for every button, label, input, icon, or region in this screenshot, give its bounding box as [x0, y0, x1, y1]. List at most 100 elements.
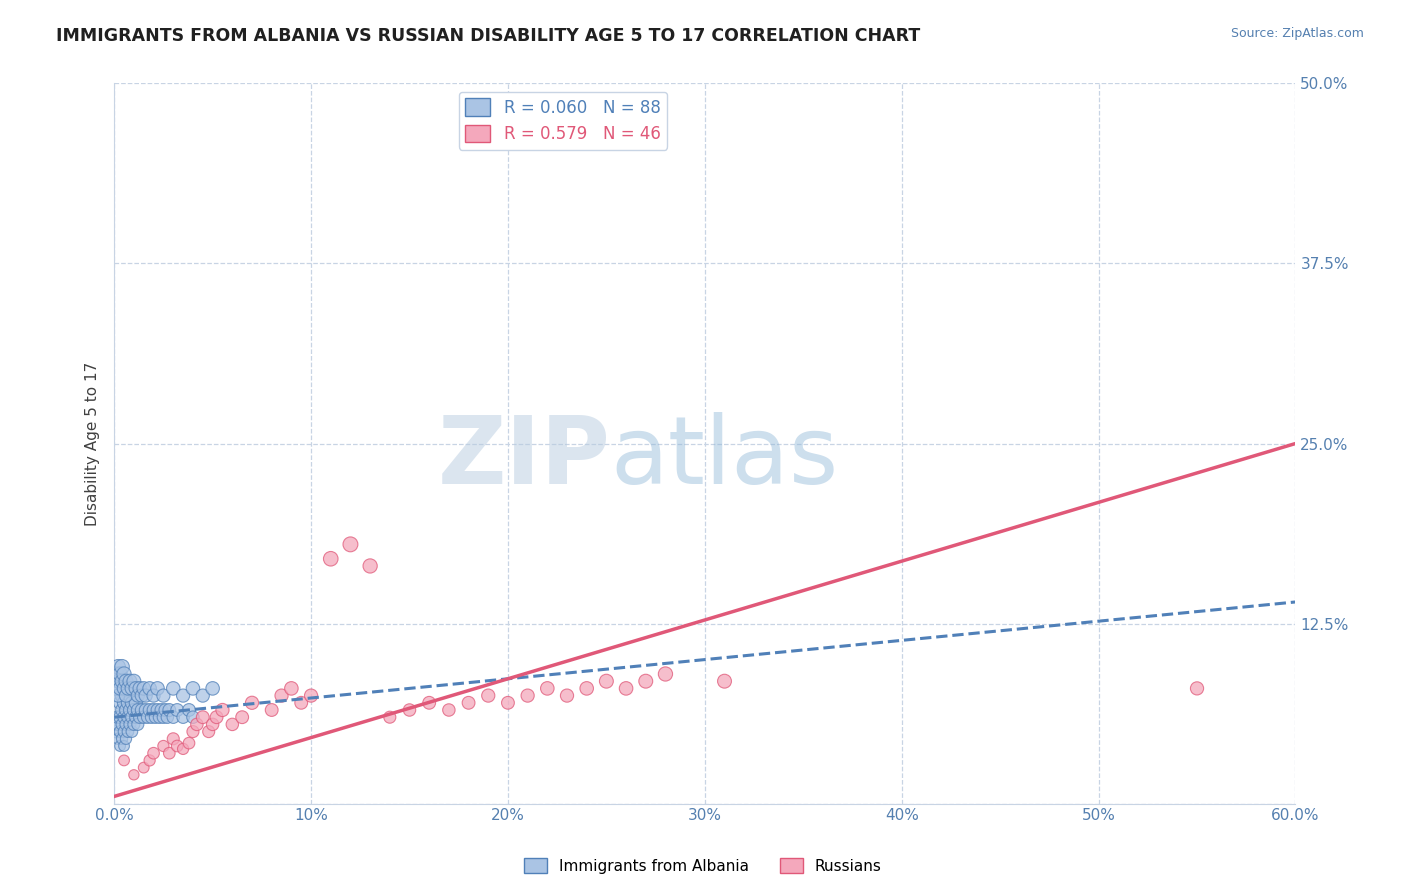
Point — [634, 674, 657, 689]
Point — [197, 724, 219, 739]
Point — [181, 724, 204, 739]
Point — [132, 710, 155, 724]
Point — [299, 689, 322, 703]
Point — [112, 724, 135, 739]
Point — [270, 689, 292, 703]
Point — [121, 710, 143, 724]
Point — [138, 703, 160, 717]
Point — [118, 689, 141, 703]
Point — [260, 703, 283, 717]
Point — [105, 724, 128, 739]
Legend: R = 0.060   N = 88, R = 0.579   N = 46: R = 0.060 N = 88, R = 0.579 N = 46 — [458, 92, 668, 150]
Point — [496, 696, 519, 710]
Point — [152, 710, 174, 724]
Point — [117, 696, 139, 710]
Point — [135, 689, 157, 703]
Point — [128, 681, 150, 696]
Point — [121, 724, 143, 739]
Point — [152, 689, 174, 703]
Point — [211, 703, 233, 717]
Y-axis label: Disability Age 5 to 17: Disability Age 5 to 17 — [86, 361, 100, 525]
Point — [118, 674, 141, 689]
Point — [280, 681, 302, 696]
Point — [127, 689, 149, 703]
Point — [112, 753, 135, 767]
Point — [146, 681, 169, 696]
Point — [125, 710, 148, 724]
Point — [162, 731, 184, 746]
Point — [132, 681, 155, 696]
Point — [162, 710, 184, 724]
Point — [172, 710, 194, 724]
Point — [117, 724, 139, 739]
Point — [654, 667, 676, 681]
Point — [107, 689, 129, 703]
Point — [111, 717, 134, 731]
Point — [146, 703, 169, 717]
Point — [162, 681, 184, 696]
Point — [166, 739, 188, 753]
Point — [122, 717, 145, 731]
Point — [614, 681, 637, 696]
Point — [107, 731, 129, 746]
Point — [122, 703, 145, 717]
Point — [118, 717, 141, 731]
Legend: Immigrants from Albania, Russians: Immigrants from Albania, Russians — [517, 852, 889, 880]
Point — [105, 681, 128, 696]
Point — [201, 717, 224, 731]
Point — [418, 696, 440, 710]
Point — [138, 681, 160, 696]
Point — [142, 703, 165, 717]
Point — [112, 739, 135, 753]
Point — [191, 689, 214, 703]
Point — [201, 681, 224, 696]
Point — [111, 703, 134, 717]
Point — [111, 674, 134, 689]
Point — [516, 689, 538, 703]
Point — [115, 731, 138, 746]
Point — [111, 731, 134, 746]
Point — [205, 710, 228, 724]
Point — [398, 703, 420, 717]
Point — [131, 689, 153, 703]
Point — [107, 710, 129, 724]
Point — [108, 724, 131, 739]
Point — [117, 710, 139, 724]
Point — [177, 703, 200, 717]
Point — [457, 696, 479, 710]
Point — [111, 689, 134, 703]
Point — [378, 710, 401, 724]
Point — [138, 753, 160, 767]
Point — [122, 768, 145, 782]
Point — [115, 689, 138, 703]
Point — [231, 710, 253, 724]
Point — [108, 667, 131, 681]
Point — [112, 681, 135, 696]
Point — [155, 703, 177, 717]
Point — [105, 717, 128, 731]
Point — [117, 681, 139, 696]
Point — [145, 710, 167, 724]
Point — [142, 746, 165, 760]
Point — [127, 717, 149, 731]
Point — [118, 703, 141, 717]
Point — [339, 537, 361, 551]
Point — [115, 717, 138, 731]
Point — [125, 681, 148, 696]
Point — [141, 710, 163, 724]
Point — [125, 696, 148, 710]
Text: atlas: atlas — [610, 412, 838, 504]
Point — [181, 710, 204, 724]
Point — [575, 681, 598, 696]
Point — [191, 710, 214, 724]
Point — [115, 703, 138, 717]
Point — [166, 703, 188, 717]
Point — [127, 703, 149, 717]
Text: Source: ZipAtlas.com: Source: ZipAtlas.com — [1230, 27, 1364, 40]
Point — [105, 667, 128, 681]
Text: IMMIGRANTS FROM ALBANIA VS RUSSIAN DISABILITY AGE 5 TO 17 CORRELATION CHART: IMMIGRANTS FROM ALBANIA VS RUSSIAN DISAB… — [56, 27, 921, 45]
Point — [290, 696, 312, 710]
Point — [181, 681, 204, 696]
Point — [112, 696, 135, 710]
Point — [152, 739, 174, 753]
